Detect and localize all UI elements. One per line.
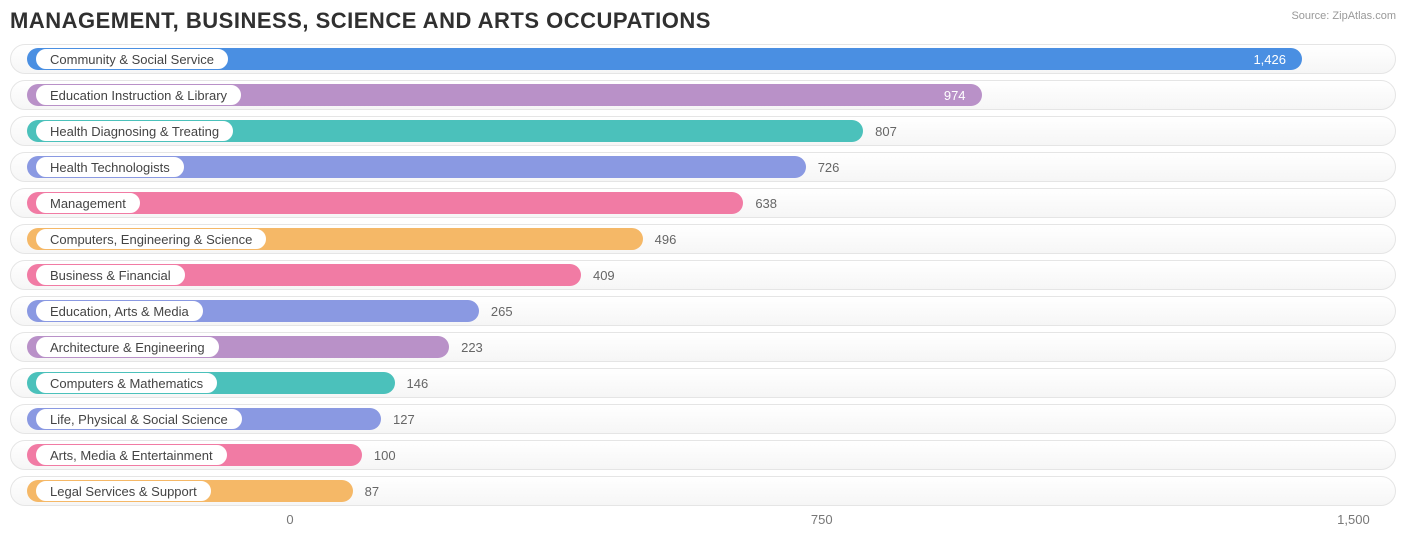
category-pill: Life, Physical & Social Science [35,408,243,430]
value-label: 638 [755,189,777,217]
bar-row: Computers & Mathematics 146 [10,368,1396,398]
source: Source: ZipAtlas.com [1291,8,1396,22]
category-pill: Community & Social Service [35,48,229,70]
category-pill: Management [35,192,141,214]
category-pill: Architecture & Engineering [35,336,220,358]
value-label: 409 [593,261,615,289]
bar-row: Community & Social Service 1,426 [10,44,1396,74]
bar-row: Architecture & Engineering 223 [10,332,1396,362]
category-pill: Health Diagnosing & Treating [35,120,234,142]
value-label: 265 [491,297,513,325]
category-pill: Arts, Media & Entertainment [35,444,228,466]
bar-row: Legal Services & Support 87 [10,476,1396,506]
bar-row: Health Diagnosing & Treating 807 [10,116,1396,146]
x-axis: 0 750 1,500 [10,512,1396,530]
value-label: 87 [365,477,379,505]
category-pill: Health Technologists [35,156,185,178]
category-pill: Computers & Mathematics [35,372,218,394]
source-label: Source: [1291,10,1329,22]
header: MANAGEMENT, BUSINESS, SCIENCE AND ARTS O… [10,8,1396,34]
value-label: 496 [655,225,677,253]
axis-tick: 750 [811,512,833,527]
axis-tick: 1,500 [1337,512,1370,527]
value-label: 100 [374,441,396,469]
value-label: 146 [407,369,429,397]
value-label: 223 [461,333,483,361]
category-pill: Computers, Engineering & Science [35,228,267,250]
bar-row: Health Technologists 726 [10,152,1396,182]
value-label: 726 [818,153,840,181]
category-pill: Education, Arts & Media [35,300,204,322]
chart-title: MANAGEMENT, BUSINESS, SCIENCE AND ARTS O… [10,8,711,34]
axis-tick: 0 [286,512,293,527]
category-pill: Education Instruction & Library [35,84,242,106]
bar-row: Computers, Engineering & Science 496 [10,224,1396,254]
bar-row: Education, Arts & Media 265 [10,296,1396,326]
chart: Community & Social Service 1,426 Education… [10,44,1396,506]
value-label: 974 [944,81,966,109]
value-label: 807 [875,117,897,145]
bar-row: Arts, Media & Entertainment 100 [10,440,1396,470]
bar-row: Business & Financial 409 [10,260,1396,290]
value-label: 127 [393,405,415,433]
value-label: 1,426 [1253,45,1286,73]
bar-row: Education Instruction & Library 974 [10,80,1396,110]
category-pill: Legal Services & Support [35,480,212,502]
bar-row: Management 638 [10,188,1396,218]
category-pill: Business & Financial [35,264,186,286]
source-value: ZipAtlas.com [1332,10,1396,22]
bar-row: Life, Physical & Social Science 127 [10,404,1396,434]
